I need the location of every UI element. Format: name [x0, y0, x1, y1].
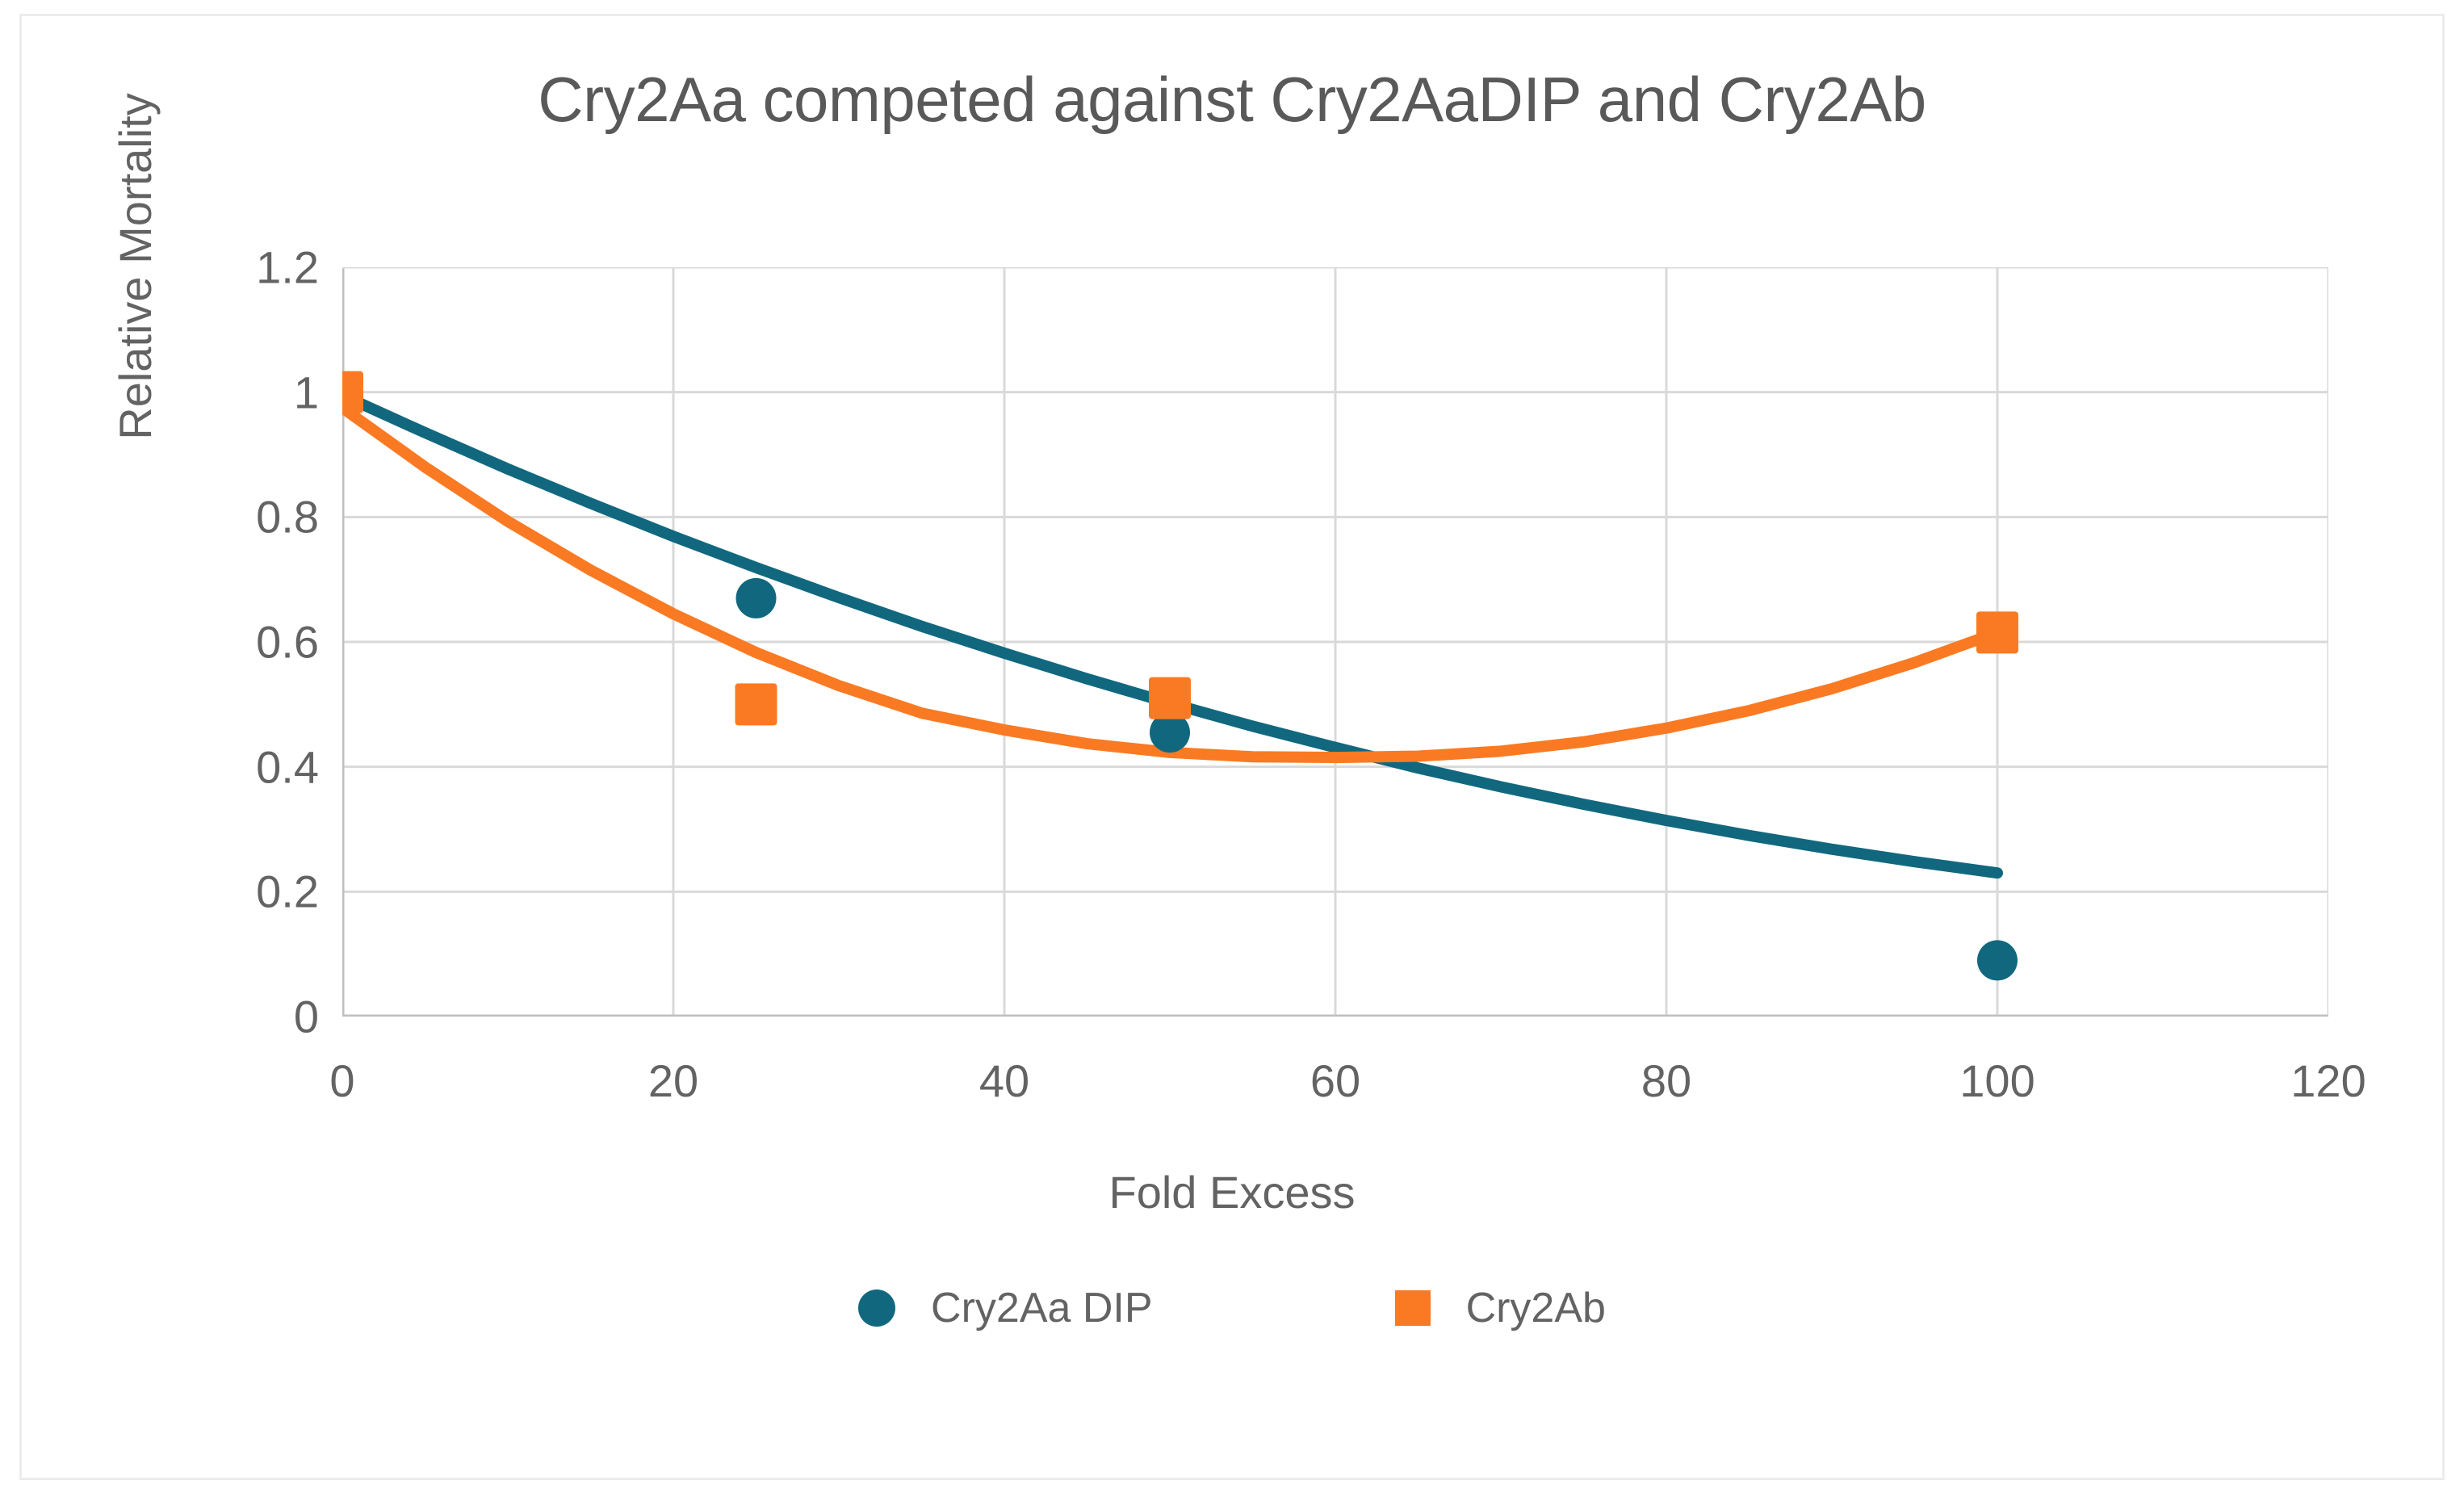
- y-axis-tick-label: 0.8: [256, 491, 319, 543]
- y-axis-tick-label: 1.2: [256, 241, 319, 293]
- y-axis-tick-label: 0: [293, 991, 319, 1042]
- plot-area: [342, 267, 2328, 1017]
- square-marker-icon: [1394, 1290, 1431, 1326]
- x-axis-tick-label: 100: [1959, 1055, 2035, 1106]
- chart-frame: Cry2Aa competed against Cry2AaDIP and Cr…: [19, 14, 2445, 1480]
- y-axis-tick-label: 0.4: [256, 741, 319, 793]
- x-axis-tick-label: 80: [1641, 1055, 1692, 1106]
- series-layer: [342, 371, 2018, 981]
- x-axis-tick-labels: 0 20 40 60 80 100 120: [329, 1035, 2366, 1108]
- y-axis-tick-label: 0.6: [256, 616, 319, 668]
- gridlines: [342, 267, 2328, 1017]
- circle-marker-icon: [858, 1289, 896, 1327]
- x-axis-tick-label: 120: [2290, 1055, 2366, 1106]
- legend-label: Cry2Ab: [1465, 1285, 1606, 1331]
- x-axis-tick-label: 0: [329, 1055, 355, 1106]
- chart-title: Cry2Aa competed against Cry2AaDIP and Cr…: [538, 64, 1926, 135]
- plot-canvas: [342, 267, 2328, 1017]
- legend-label: Cry2Aa DIP: [931, 1285, 1153, 1331]
- x-axis-title: Fold Excess: [1108, 1167, 1356, 1218]
- x-axis-tick-label: 40: [978, 1055, 1030, 1106]
- legend-entry-cry2ab[interactable]: Cry2Ab: [1394, 1284, 1606, 1332]
- y-axis-tick-label: 0.2: [256, 866, 319, 917]
- x-axis-tick-label: 60: [1310, 1055, 1361, 1106]
- x-axis-tick-label: 20: [647, 1055, 699, 1106]
- legend-entry-cry2aa-dip[interactable]: Cry2Aa DIP: [858, 1284, 1153, 1332]
- chart-legend: Cry2Aa DIP Cry2Ab: [22, 1284, 2442, 1332]
- y-axis-tick-labels: 0 0.2 0.4 0.6 0.8 1 1.2: [22, 242, 319, 1042]
- y-axis-tick-label: 1: [293, 367, 319, 418]
